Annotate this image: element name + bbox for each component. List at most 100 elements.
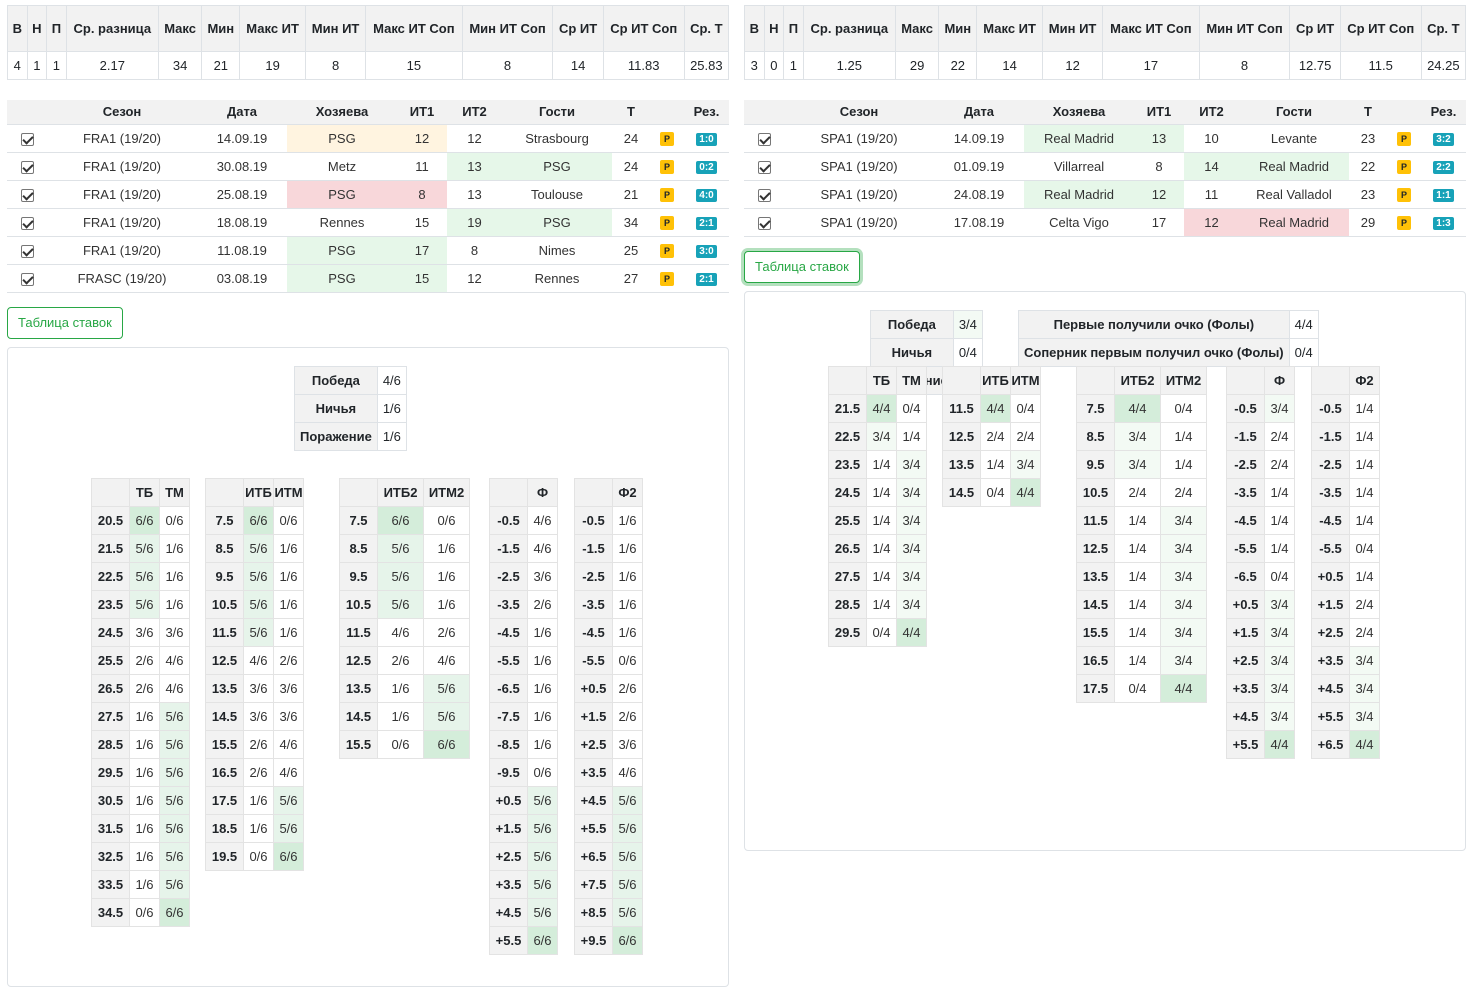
- odds-value: 4/6: [273, 757, 304, 787]
- odds-value: 1/6: [129, 701, 160, 731]
- odds-line: +8.5: [574, 897, 613, 927]
- match-total: 23: [1349, 179, 1387, 208]
- odds-grid-header-cell: [91, 477, 130, 507]
- odds-value: 1/6: [129, 841, 160, 871]
- odds-grid-header: Ф2: [1311, 365, 1380, 395]
- match-date: 24.08.19: [934, 179, 1024, 208]
- match-checkbox[interactable]: [20, 216, 34, 230]
- odds-grid-row: 26.5 2/6 4/6: [91, 673, 190, 703]
- odds-value: 4/6: [159, 673, 190, 703]
- odds-grid-header: ТБ ТМ: [91, 477, 190, 507]
- odds-value: 2/6: [129, 673, 160, 703]
- odds-value: 6/6: [527, 925, 558, 955]
- match-checkbox[interactable]: [20, 244, 34, 258]
- odds-value: 2/4: [1349, 617, 1380, 647]
- match-result-cell: 0:2: [684, 151, 729, 180]
- match-checkbox[interactable]: [757, 160, 771, 174]
- odds-value: 1/4: [866, 589, 897, 619]
- first-point-row: Первые получили очко (Фолы) 4/4: [1018, 309, 1319, 339]
- odds-grid-row: -8.5 1/6: [489, 729, 558, 759]
- bets-table-button[interactable]: Таблица ставок: [7, 306, 123, 339]
- odds-line: 25.5: [828, 505, 867, 535]
- odds-line: 14.5: [205, 701, 244, 731]
- odds-line: 8.5: [339, 533, 378, 563]
- odds-line: 10.5: [339, 589, 378, 619]
- odds-value: 5/6: [159, 729, 190, 759]
- odds-grid-row: 19.5 0/6 6/6: [205, 841, 304, 871]
- odds-value: 1/6: [273, 589, 304, 619]
- matches-header-cell: Гости: [1239, 100, 1349, 124]
- odds-value: 0/4: [1264, 561, 1295, 591]
- summary-header-cell: Ср ИТ: [552, 5, 604, 52]
- outcome-value: 3/4: [952, 309, 983, 339]
- odds-value: 1/6: [159, 533, 190, 563]
- odds-value: 2/6: [612, 673, 643, 703]
- odds-grid: ИТБ2 ИТМ2 7.5 6/6 0/6 8.5 5/6 1/6 9.5 5/6 1/6 10.5 5…: [339, 477, 470, 759]
- odds-grid-row: 23.5 1/4 3/4: [828, 449, 927, 479]
- odds-grid-header-cell: ИТБ: [980, 365, 1011, 395]
- match-result-cell: 1:3: [1421, 207, 1466, 237]
- summary-header-cell: П: [783, 5, 804, 52]
- odds-grid-row: 25.5 1/4 3/4: [828, 505, 927, 535]
- odds-line: 14.5: [339, 701, 378, 731]
- odds-value: 1/6: [377, 701, 424, 731]
- odds-grid-row: 16.5 1/4 3/4: [1076, 645, 1207, 675]
- odds-line: 31.5: [91, 813, 130, 843]
- match-checkbox[interactable]: [757, 188, 771, 202]
- match-checkbox[interactable]: [20, 188, 34, 202]
- odds-value: 1/6: [159, 561, 190, 591]
- odds-value: 1/6: [273, 561, 304, 591]
- odds-grid-row: -4.5 1/6: [574, 617, 643, 647]
- odds-line: 12.5: [339, 645, 378, 675]
- odds-line: -0.5: [1226, 393, 1265, 423]
- odds-grid-row: 12.5 1/4 3/4: [1076, 533, 1207, 563]
- odds-value: 6/6: [423, 729, 470, 759]
- odds-grid-row: +4.5 5/6: [574, 785, 643, 815]
- match-result-cell: 2:1: [684, 263, 729, 293]
- summary-header-cell: Мин ИТ Соп: [1198, 5, 1291, 52]
- odds-grid-row: 9.5 3/4 1/4: [1076, 449, 1207, 479]
- match-date: 30.08.19: [197, 151, 287, 180]
- match-checkbox[interactable]: [20, 132, 34, 146]
- odds-value: 2/6: [612, 701, 643, 731]
- odds-value: 1/6: [612, 561, 643, 591]
- summary-header-cell: Ср ИТ: [1289, 5, 1341, 52]
- odds-line: +4.5: [574, 785, 613, 815]
- outcome-row: Поражение 1/6: [294, 421, 407, 451]
- odds-value: 1/4: [1114, 617, 1161, 647]
- odds-line: 11.5: [1076, 505, 1115, 535]
- odds-grid-row: 31.5 1/6 5/6: [91, 813, 190, 843]
- odds-value: 3/4: [896, 589, 927, 619]
- odds-value: 5/6: [527, 869, 558, 899]
- odds-grid-row: 32.5 1/6 5/6: [91, 841, 190, 871]
- summary-header-cell: Макс ИТ Соп: [1102, 5, 1200, 52]
- odds-value: 1/6: [273, 617, 304, 647]
- odds-grid-row: 14.5 3/6 3/6: [205, 701, 304, 731]
- summary-value-cell: 17: [1102, 51, 1200, 80]
- odds-value: 1/4: [1349, 421, 1380, 451]
- odds-value: 1/6: [527, 645, 558, 675]
- odds-line: 12.5: [942, 421, 981, 451]
- match-checkbox[interactable]: [20, 272, 34, 286]
- outcome-row: Ничья 1/6: [294, 393, 407, 423]
- odds-value: 1/6: [129, 869, 160, 899]
- odds-grid: ТБ ТМ 20.5 6/6 0/6 21.5 5/6 1/6 22.5 5/6 1/6 23.5 5/…: [91, 477, 190, 927]
- match-checkbox[interactable]: [20, 160, 34, 174]
- odds-grid-row: +0.5 1/4: [1311, 561, 1380, 591]
- odds-value: 6/6: [243, 505, 274, 535]
- odds-value: 1/6: [423, 533, 470, 563]
- summary-value-cell: 19: [239, 51, 306, 80]
- bets-table-button[interactable]: Таблица ставок: [744, 250, 860, 283]
- match-checkbox[interactable]: [757, 132, 771, 146]
- odds-grid-row: 13.5 3/6 3/6: [205, 673, 304, 703]
- match-checkbox-cell: [7, 263, 47, 293]
- odds-line: +6.5: [574, 841, 613, 871]
- odds-value: 3/4: [1349, 701, 1380, 731]
- odds-value: 5/6: [612, 841, 643, 871]
- match-home-team: PSG: [287, 235, 397, 264]
- match-it1: 12: [397, 123, 447, 152]
- odds-value: 1/4: [896, 421, 927, 451]
- match-home-team: Villarreal: [1024, 151, 1134, 180]
- match-checkbox[interactable]: [757, 216, 771, 230]
- odds-value: 2/4: [1264, 421, 1295, 451]
